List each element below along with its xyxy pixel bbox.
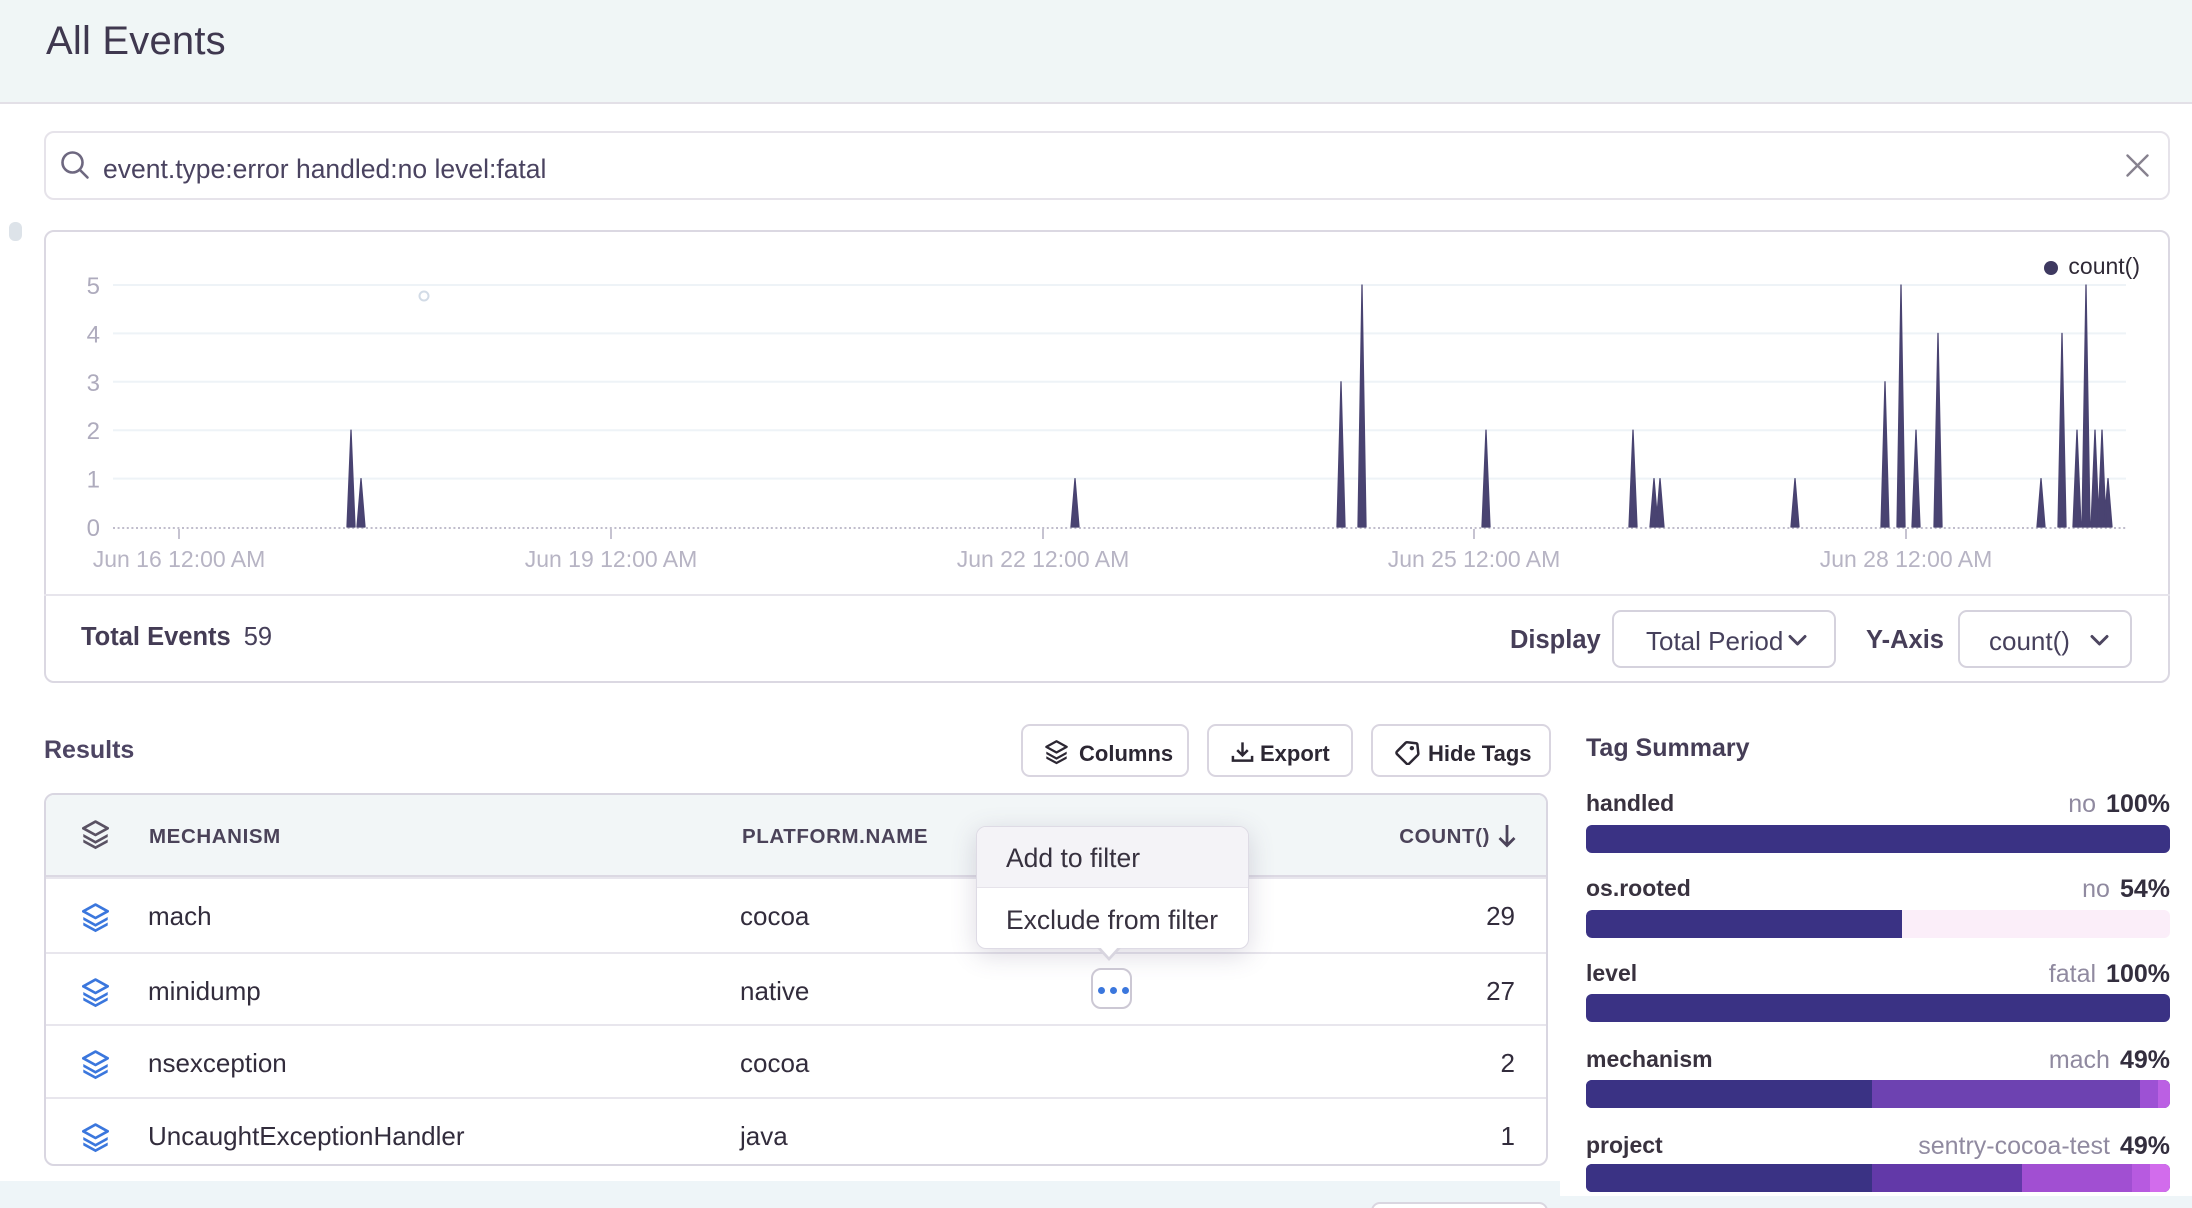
- svg-text:Jun 25 12:00 AM: Jun 25 12:00 AM: [1388, 546, 1561, 572]
- svg-text:4: 4: [87, 321, 100, 348]
- svg-text:0: 0: [87, 515, 100, 542]
- svg-text:5: 5: [87, 273, 100, 300]
- svg-text:2: 2: [87, 418, 100, 445]
- svg-text:3: 3: [87, 370, 100, 397]
- svg-text:1: 1: [87, 467, 100, 494]
- svg-text:Jun 22 12:00 AM: Jun 22 12:00 AM: [957, 546, 1130, 572]
- svg-text:Jun 16 12:00 AM: Jun 16 12:00 AM: [93, 546, 266, 572]
- svg-text:Jun 19 12:00 AM: Jun 19 12:00 AM: [525, 546, 698, 572]
- svg-text:Jun 28 12:00 AM: Jun 28 12:00 AM: [1820, 546, 1993, 572]
